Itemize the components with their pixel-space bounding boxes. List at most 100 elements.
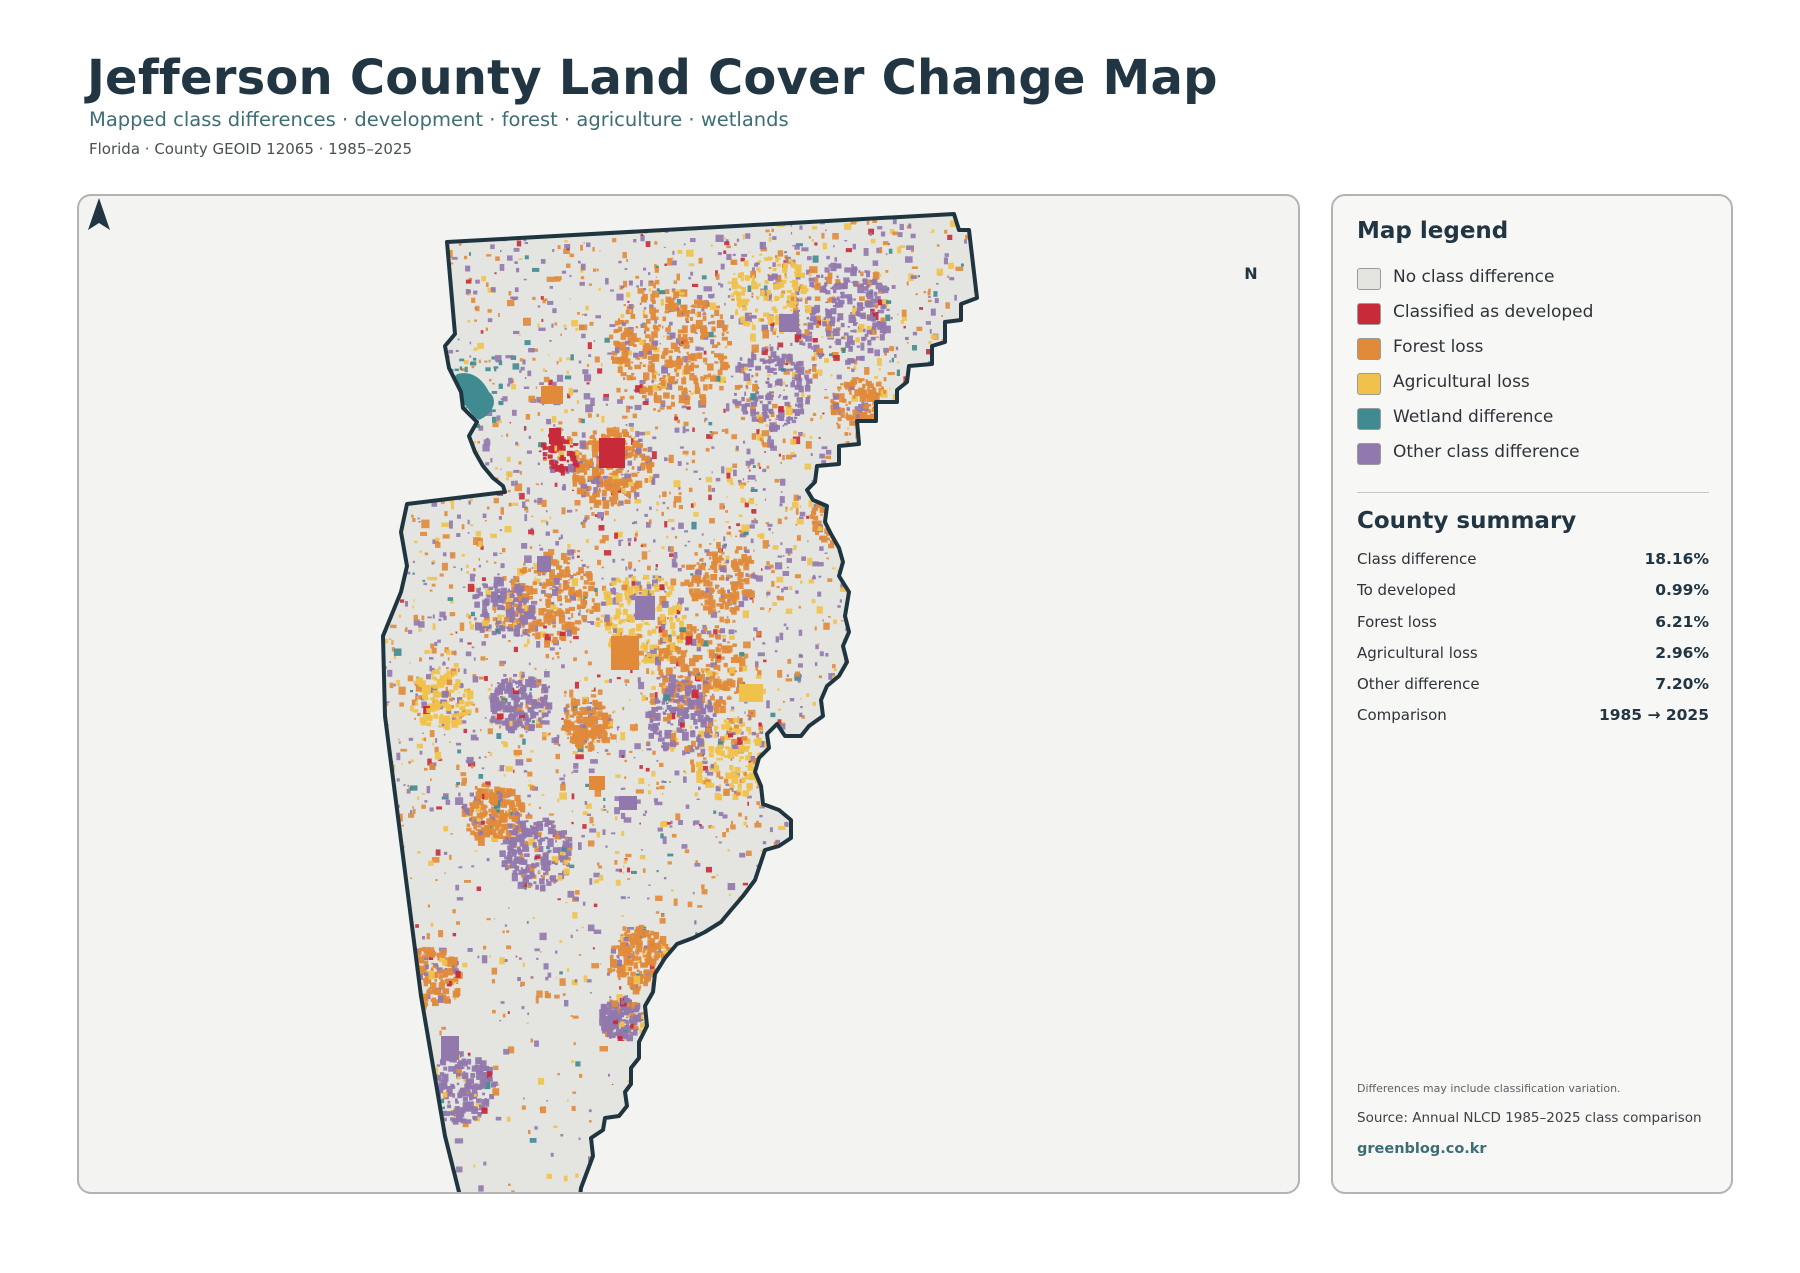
change-patch — [854, 596, 857, 602]
change-patch — [612, 492, 619, 501]
change-patch — [467, 320, 471, 323]
change-patch — [432, 623, 436, 630]
change-patch — [592, 449, 598, 458]
change-patch — [702, 325, 707, 328]
change-patch — [752, 334, 755, 337]
change-patch — [571, 810, 573, 813]
change-patch — [635, 357, 639, 360]
change-patch — [557, 245, 561, 250]
change-patch — [615, 868, 621, 872]
change-patch — [792, 436, 801, 445]
change-patch — [804, 329, 810, 336]
change-patch — [747, 475, 756, 480]
change-patch — [634, 1136, 642, 1140]
change-patch — [667, 257, 673, 266]
change-patch — [649, 476, 655, 483]
change-patch — [848, 346, 853, 352]
change-patch — [572, 1091, 577, 1094]
change-patch — [407, 784, 410, 787]
change-patch — [583, 573, 586, 576]
change-patch — [543, 963, 549, 970]
change-patch — [383, 449, 388, 455]
change-patch — [561, 270, 567, 274]
change-patch — [730, 709, 734, 712]
change-patch — [619, 868, 622, 873]
change-patch — [775, 839, 780, 844]
change-patch — [443, 851, 448, 855]
change-patch — [449, 401, 454, 405]
change-patch — [855, 337, 860, 343]
change-patch — [670, 546, 674, 553]
change-patch — [685, 454, 688, 457]
change-patch — [772, 602, 777, 606]
map-panel[interactable]: N — [77, 194, 1300, 1194]
change-patch — [521, 543, 528, 549]
change-patch — [648, 462, 655, 467]
change-patch — [566, 247, 570, 251]
change-patch — [558, 583, 562, 588]
change-patch — [690, 362, 695, 368]
change-patch — [646, 431, 651, 435]
change-patch — [666, 387, 670, 390]
change-patch — [586, 565, 590, 569]
change-patch — [435, 308, 439, 312]
change-patch — [711, 446, 715, 449]
change-patch — [700, 335, 704, 340]
change-patch — [435, 1126, 438, 1128]
change-patch — [457, 668, 460, 673]
change-patch — [844, 1042, 853, 1048]
change-patch — [879, 632, 885, 637]
change-patch — [567, 737, 570, 740]
change-patch — [959, 1176, 963, 1181]
change-patch — [456, 897, 464, 901]
change-patch — [677, 568, 682, 572]
change-patch — [808, 728, 813, 733]
change-patch — [552, 249, 555, 252]
change-patch — [594, 587, 598, 592]
change-patch — [550, 1152, 554, 1157]
county-map[interactable] — [79, 196, 1300, 1194]
change-patch — [417, 1136, 420, 1139]
change-patch — [520, 366, 525, 371]
change-patch — [948, 262, 954, 269]
change-patch — [649, 693, 655, 698]
change-patch — [832, 498, 838, 502]
change-patch — [789, 368, 794, 372]
change-patch — [861, 573, 866, 578]
change-patch — [471, 297, 476, 303]
change-patch — [670, 342, 678, 350]
change-patch — [686, 315, 690, 318]
change-patch — [897, 642, 902, 650]
change-patch — [785, 508, 789, 511]
change-patch — [829, 515, 833, 521]
change-patch — [584, 801, 588, 805]
change-patch — [792, 376, 796, 380]
change-patch — [716, 995, 722, 1000]
change-patch — [453, 997, 457, 1001]
change-patch — [675, 813, 681, 821]
change-patch — [559, 777, 565, 781]
change-patch — [905, 336, 909, 341]
change-patch — [746, 795, 752, 799]
change-patch — [715, 836, 718, 838]
change-patch — [847, 1175, 852, 1184]
change-patch — [911, 694, 918, 699]
change-patch — [761, 411, 768, 417]
change-patch — [678, 597, 684, 604]
change-patch — [755, 884, 758, 888]
change-patch — [584, 676, 588, 681]
change-patch — [631, 361, 634, 364]
change-patch — [951, 647, 957, 650]
change-patch — [765, 424, 769, 427]
change-patch — [976, 1143, 977, 1147]
change-patch — [796, 251, 800, 256]
change-patch — [861, 672, 864, 678]
change-patch — [647, 897, 650, 900]
change-patch — [483, 1161, 487, 1166]
change-patch — [935, 785, 938, 788]
change-patch — [694, 820, 700, 825]
change-patch — [755, 391, 760, 395]
change-patch — [499, 957, 505, 965]
change-patch — [427, 904, 430, 908]
change-patch — [675, 692, 680, 698]
